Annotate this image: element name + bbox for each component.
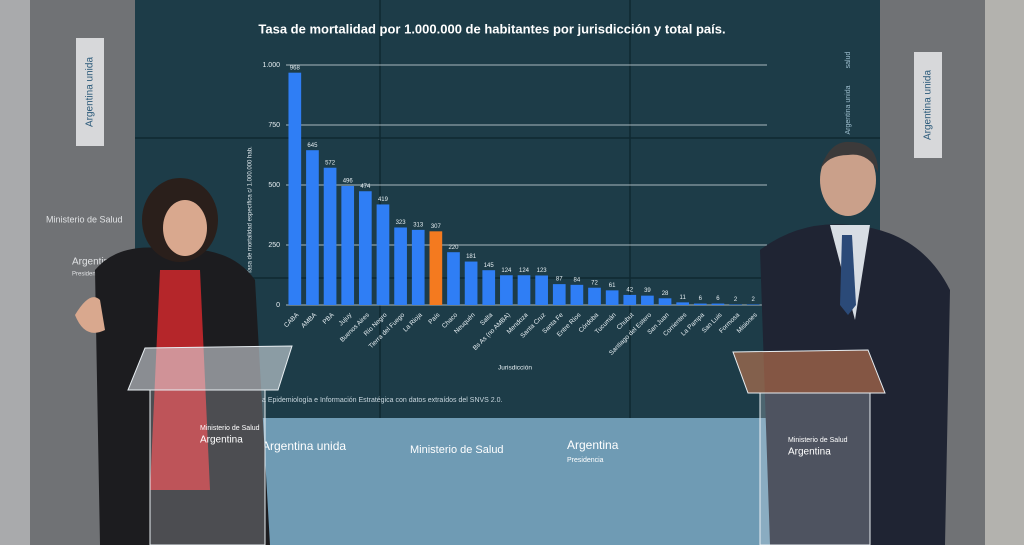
value-label: 123 [537, 268, 548, 274]
bar [693, 303, 707, 305]
value-label: 42 [626, 287, 633, 293]
value-label: 39 [644, 288, 651, 294]
person-right-tie [840, 235, 856, 315]
podium-right-top [732, 349, 886, 394]
podium-text: Ministerio de Salud [200, 425, 260, 432]
curtain [985, 0, 1024, 545]
banner [914, 52, 942, 158]
value-label: 181 [466, 254, 477, 260]
wall-text: Presidencia [72, 272, 104, 278]
bar [570, 284, 584, 305]
person-right-hair [820, 141, 878, 172]
curtain [0, 0, 30, 545]
value-label: 145 [484, 263, 495, 269]
chart-title: Tasa de mortalidad por 1.000.000 de habi… [258, 21, 725, 36]
bar [306, 150, 319, 305]
value-label: 968 [290, 65, 301, 71]
value-label: 645 [307, 143, 318, 149]
value-label: 124 [519, 268, 530, 274]
person-left-face [163, 200, 207, 256]
value-label: 6 [699, 296, 703, 302]
value-label: 84 [574, 277, 581, 283]
x-axis-label: Jurisdicción [498, 365, 532, 372]
y-axis-label: Tasa de mortalidad específica c/ 1.000.0… [248, 146, 254, 274]
value-label: 313 [413, 222, 424, 228]
bar [464, 261, 478, 305]
source: a Epidemiología e Información Estratégic… [262, 397, 503, 404]
podium-left [149, 389, 266, 545]
value-label: 307 [431, 224, 442, 230]
value-label: 220 [448, 245, 459, 251]
footer-text: Argentina unida [262, 439, 346, 453]
bar [447, 252, 460, 305]
bar [411, 229, 425, 305]
person-left-hand [75, 297, 105, 333]
bar [588, 287, 601, 305]
bar [623, 294, 637, 305]
value-label: 61 [609, 283, 616, 289]
bar [711, 303, 725, 305]
y-tick-label: 750 [268, 122, 280, 129]
wall-text: Ministerio de Salud [46, 214, 123, 224]
footer-text: Ministerio de Salud [410, 444, 504, 456]
bar [552, 284, 566, 305]
banner [76, 38, 104, 146]
y-tick-label: 500 [268, 182, 280, 189]
value-label: 2 [734, 297, 738, 303]
podium-right [759, 392, 871, 545]
bar [341, 185, 355, 305]
value-label: 6 [716, 296, 720, 302]
bar [676, 302, 690, 305]
value-label: 496 [343, 179, 354, 185]
banner-text: Argentina unida [923, 70, 934, 140]
bar [500, 275, 513, 305]
value-label: 2 [752, 297, 756, 303]
value-label: 11 [680, 295, 687, 301]
footer-text: Presidencia [567, 457, 604, 464]
bar [394, 227, 407, 305]
bar [517, 275, 531, 305]
value-label: 87 [556, 277, 563, 283]
bar [482, 270, 496, 305]
value-label: 419 [378, 197, 389, 203]
bar [288, 72, 302, 306]
bar [535, 275, 548, 305]
value-label: 28 [662, 291, 669, 297]
bar [605, 290, 619, 305]
y-tick-label: 1.000 [262, 62, 280, 69]
screen-side: Argentina unida [845, 85, 852, 134]
podium-text: Argentina [788, 447, 831, 458]
y-tick-label: 250 [268, 242, 280, 249]
value-label: 323 [396, 220, 407, 226]
screen-side: salud [845, 52, 852, 69]
wall-text: Argentina [72, 257, 115, 268]
bar [323, 167, 337, 305]
person-right-face [820, 144, 876, 216]
y-tick-label: 0 [276, 302, 280, 309]
bar [358, 191, 372, 305]
bar [376, 204, 390, 305]
footer-text: Argentina [567, 438, 619, 452]
value-label: 474 [360, 184, 371, 190]
value-label: 72 [591, 280, 598, 286]
podium-text: Ministerio de Salud [788, 437, 848, 444]
podium-text: Argentina [200, 435, 243, 446]
bar [658, 298, 672, 305]
banner-text: Argentina unida [85, 57, 96, 127]
podium-left-top [127, 345, 293, 391]
bar [429, 231, 443, 305]
value-label: 124 [501, 268, 512, 274]
value-label: 572 [325, 160, 336, 166]
bar [641, 295, 654, 305]
